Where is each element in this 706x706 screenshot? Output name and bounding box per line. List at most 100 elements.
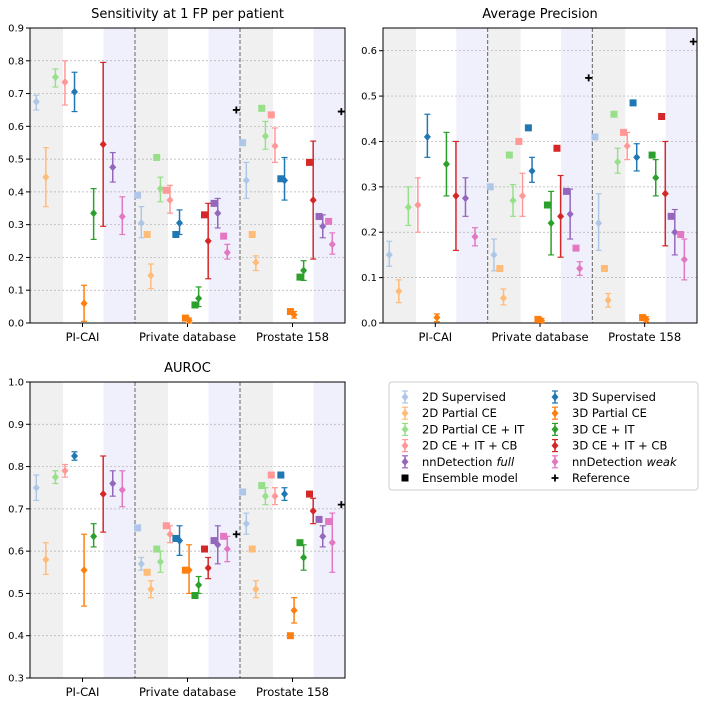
ensemble-marker: [181, 314, 189, 322]
mean-marker: [414, 201, 422, 209]
ensemble-marker: [610, 110, 618, 118]
mean-marker: [309, 506, 317, 515]
ensemble-marker: [248, 545, 256, 553]
y-tick-label: 0.6: [8, 547, 24, 558]
legend-ensemble-label: Ensemble model: [422, 471, 518, 485]
x-tick-label: PI-CAI: [418, 330, 452, 344]
mean-marker: [80, 566, 88, 575]
mean-marker: [385, 250, 393, 259]
ensemble-marker: [181, 566, 189, 574]
mean-marker: [109, 479, 117, 488]
mean-marker: [51, 73, 59, 82]
mean-marker: [652, 173, 660, 182]
shade-band-blue: [560, 28, 593, 323]
x-tick-label: Prostate 158: [608, 330, 681, 344]
legend-ensemble-icon: [401, 474, 409, 482]
ensemble-marker: [153, 545, 161, 553]
legend-label-text: 3D Partial CE: [572, 406, 647, 420]
mean-marker: [166, 196, 174, 205]
y-tick-label: 0.1: [8, 286, 24, 297]
mean-marker: [281, 490, 289, 499]
y-tick-label: 0.6: [8, 122, 24, 133]
legend-marker-icon: [551, 409, 559, 418]
ensemble-marker: [306, 158, 314, 166]
mean-marker: [214, 209, 222, 218]
shade-band-gray: [383, 28, 416, 323]
mean-marker: [90, 532, 98, 541]
mean-marker: [328, 538, 336, 547]
ensemble-marker: [172, 534, 180, 542]
legend-marker-icon: [551, 441, 559, 450]
ensemble-marker: [201, 211, 209, 219]
ensemble-marker: [315, 515, 323, 523]
ensemble-marker: [677, 231, 685, 238]
mean-marker: [576, 264, 584, 273]
auroc-chart: 0.3 0.4 0.5 0.6 0.7 0.8 0.9 1.0 PI-CAI Private da…: [8, 361, 346, 699]
y-tick-label: 0.6: [361, 46, 377, 57]
ensemble-marker: [648, 151, 656, 159]
mean-marker: [42, 173, 50, 182]
average-precision-chart: 0.0 0.1 0.2 0.3 0.4 0.5 0.6 PI-CAI Private datab…: [361, 7, 698, 344]
ensemble-marker: [162, 522, 170, 530]
ensemble-marker: [277, 471, 285, 479]
mean-marker: [509, 196, 517, 205]
shade-band-blue: [103, 382, 135, 678]
ensemble-marker: [629, 99, 637, 107]
mean-marker: [99, 490, 107, 499]
mean-marker: [528, 166, 536, 175]
legend-marker-icon: [551, 425, 559, 434]
y-tick-label: 0.8: [8, 56, 24, 67]
mean-marker: [566, 210, 574, 219]
y-tick-label: 1.0: [8, 378, 24, 389]
mean-marker: [195, 294, 203, 303]
legend-label: 2D Partial CE: [422, 406, 497, 420]
ensemble-marker: [486, 183, 494, 191]
mean-marker: [195, 580, 203, 589]
mean-marker: [147, 271, 155, 280]
mean-marker: [61, 466, 69, 475]
ensemble-marker: [220, 232, 228, 240]
x-tick-label: Prostate 158: [256, 330, 329, 344]
ensemble-marker: [210, 537, 218, 545]
ensemble-marker: [201, 545, 209, 553]
mean-marker: [204, 564, 212, 573]
legend-label-text: 2D CE + IT + CB: [422, 439, 517, 453]
y-tick-label: 0.3: [361, 182, 377, 193]
mean-marker: [42, 555, 50, 564]
shade-band-gray: [240, 382, 274, 678]
legend-label: 2D Supervised: [422, 390, 506, 404]
mean-marker: [51, 473, 59, 482]
legend-marker-icon: [401, 393, 409, 401]
shade-band-blue: [313, 382, 345, 678]
mean-marker: [271, 492, 279, 501]
ensemble-marker: [220, 532, 228, 540]
ensemble-marker: [143, 568, 151, 576]
mean-marker: [223, 545, 231, 554]
reference-marker: [585, 74, 593, 82]
mean-marker: [252, 585, 260, 594]
mean-marker: [90, 209, 98, 218]
legend-label: 3D CE + IT + CB: [572, 439, 667, 453]
shade-band-gray: [30, 382, 64, 678]
legend-label-text: 2D Partial CE: [422, 406, 497, 420]
y-tick-label: 0.0: [361, 319, 377, 330]
y-tick-label: 0.9: [8, 24, 24, 35]
mean-marker: [71, 87, 79, 96]
mean-marker: [61, 78, 69, 87]
ensemble-marker: [134, 524, 142, 532]
ensemble-marker: [543, 201, 551, 209]
mean-marker: [156, 184, 164, 193]
y-tick-label: 0.9: [8, 420, 24, 431]
ensemble-marker: [534, 315, 542, 323]
mean-marker: [176, 219, 184, 228]
legend-label-italic: full: [496, 455, 515, 469]
legend-label-text: nnDetection: [572, 455, 642, 469]
legend-marker-icon: [551, 457, 559, 466]
ensemble-marker: [239, 139, 247, 147]
legend-label-text: 3D Supervised: [572, 390, 656, 404]
legend-label-text: 3D CE + IT: [572, 422, 635, 436]
ensemble-marker: [258, 482, 266, 490]
ensemble-marker: [591, 133, 599, 141]
mean-marker: [490, 250, 498, 259]
ensemble-marker: [191, 592, 199, 600]
